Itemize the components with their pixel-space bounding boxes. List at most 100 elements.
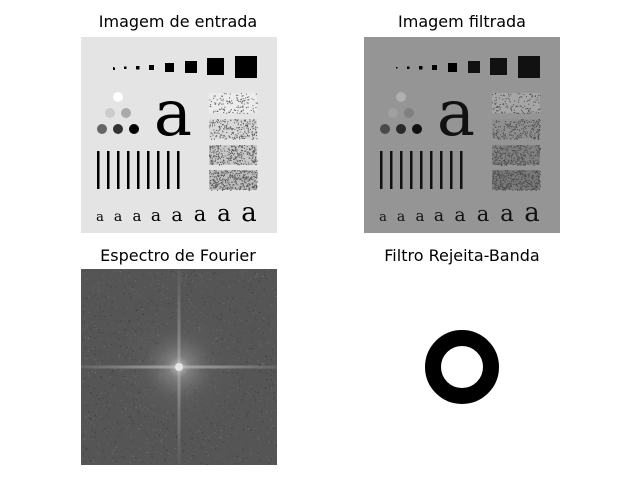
noise-dot bbox=[209, 175, 211, 177]
noise-dot bbox=[502, 133, 504, 134]
spectrum-speckle bbox=[192, 271, 194, 273]
spectrum-speckle bbox=[218, 303, 220, 305]
spectrum-speckle bbox=[226, 297, 228, 299]
spectrum-speckle bbox=[270, 269, 272, 271]
noise-dot bbox=[251, 171, 252, 173]
spectrum-speckle bbox=[181, 273, 183, 275]
noise-dot bbox=[527, 145, 529, 147]
noise-dot bbox=[509, 182, 511, 184]
noise-dot bbox=[253, 133, 255, 135]
noise-dot bbox=[243, 147, 245, 149]
noise-dot bbox=[500, 174, 502, 176]
spectrum-speckle bbox=[88, 385, 90, 387]
spectrum-speckle bbox=[211, 269, 213, 271]
noise-dot bbox=[522, 132, 524, 134]
noise-dot bbox=[251, 176, 253, 178]
spectrum-speckle bbox=[108, 463, 110, 465]
noise-dot bbox=[500, 176, 502, 178]
noise-dot bbox=[221, 95, 223, 97]
noise-dot bbox=[523, 180, 525, 182]
noise-dot bbox=[221, 107, 223, 109]
noise-dot bbox=[538, 161, 540, 163]
spectrum-speckle bbox=[191, 464, 193, 465]
spectrum-speckle bbox=[87, 372, 89, 374]
spectrum-speckle bbox=[132, 295, 134, 297]
noise-dot bbox=[248, 189, 250, 191]
spectrum-speckle bbox=[111, 396, 113, 398]
noise-dot bbox=[520, 164, 522, 166]
noise-dot bbox=[501, 180, 503, 182]
noise-dot bbox=[501, 161, 502, 163]
spectrum-speckle bbox=[248, 458, 250, 461]
noise-dot bbox=[211, 160, 212, 162]
noise-dot bbox=[505, 172, 507, 174]
noise-dot bbox=[519, 130, 521, 132]
noise-dot bbox=[497, 174, 499, 176]
noise-dot bbox=[228, 101, 230, 103]
noise-dot bbox=[243, 185, 245, 186]
noise-dot bbox=[210, 154, 212, 156]
noise-dot bbox=[218, 172, 219, 174]
noise-dot bbox=[504, 170, 506, 172]
noise-dot bbox=[533, 160, 535, 162]
noise-dot bbox=[527, 174, 529, 176]
noise-dot bbox=[525, 186, 527, 188]
noise-dot bbox=[513, 178, 515, 180]
noise-dot bbox=[510, 175, 511, 177]
noise-dot bbox=[534, 132, 536, 134]
noise-dot bbox=[217, 151, 219, 152]
spectrum-speckle bbox=[198, 273, 201, 275]
noise-dot bbox=[492, 133, 494, 135]
noise-dot bbox=[237, 178, 239, 180]
noise-dot bbox=[505, 170, 507, 172]
spectrum-speckle bbox=[99, 318, 101, 320]
noise-dot bbox=[520, 157, 522, 159]
spectrum-speckle bbox=[116, 407, 118, 409]
noise-dot bbox=[508, 177, 510, 179]
noise-dot bbox=[223, 112, 225, 114]
noise-dot bbox=[537, 145, 539, 147]
noise-dot bbox=[504, 155, 506, 157]
noise-dot bbox=[528, 174, 530, 176]
noise-dot bbox=[529, 179, 531, 181]
noise-dot bbox=[509, 101, 511, 103]
noise-dot bbox=[505, 124, 507, 126]
spectrum-speckle bbox=[110, 314, 112, 316]
spectrum-speckle bbox=[131, 305, 133, 307]
spectrum-speckle bbox=[138, 294, 140, 296]
noise-dot bbox=[506, 163, 507, 165]
spectrum-speckle bbox=[109, 390, 111, 392]
spectrum-speckle bbox=[185, 462, 188, 464]
noise-dot bbox=[495, 187, 497, 189]
noise-dot bbox=[534, 101, 536, 103]
spectrum-speckle bbox=[266, 342, 268, 344]
spectrum-speckle bbox=[159, 434, 161, 436]
noise-dot bbox=[218, 156, 219, 157]
noise-dot bbox=[212, 125, 213, 127]
spectrum-speckle bbox=[238, 408, 240, 410]
noise-dot bbox=[239, 131, 241, 133]
noise-dot bbox=[240, 152, 242, 154]
spectrum-speckle bbox=[270, 374, 272, 376]
noise-dot bbox=[236, 178, 238, 180]
spectrum-speckle bbox=[243, 287, 245, 289]
noise-dot bbox=[257, 173, 258, 175]
noise-dot bbox=[240, 171, 242, 173]
spectrum-speckle bbox=[83, 311, 85, 313]
spectrum-speckle bbox=[164, 458, 166, 460]
noise-dot bbox=[512, 153, 514, 155]
spectrum-speckle bbox=[261, 398, 263, 400]
noise-dot bbox=[212, 119, 214, 121]
noise-dot bbox=[235, 149, 237, 151]
noise-dot bbox=[495, 155, 497, 157]
noise-dot bbox=[247, 128, 249, 130]
noise-dot bbox=[506, 162, 508, 164]
noise-dot bbox=[525, 178, 527, 180]
spectrum-speckle bbox=[107, 323, 109, 325]
noise-dot bbox=[495, 176, 497, 178]
spectrum-speckle bbox=[242, 398, 244, 400]
noise-dot bbox=[231, 132, 233, 134]
noise-dot bbox=[213, 178, 215, 180]
noise-dot bbox=[247, 99, 249, 101]
spectrum-speckle bbox=[243, 335, 245, 337]
